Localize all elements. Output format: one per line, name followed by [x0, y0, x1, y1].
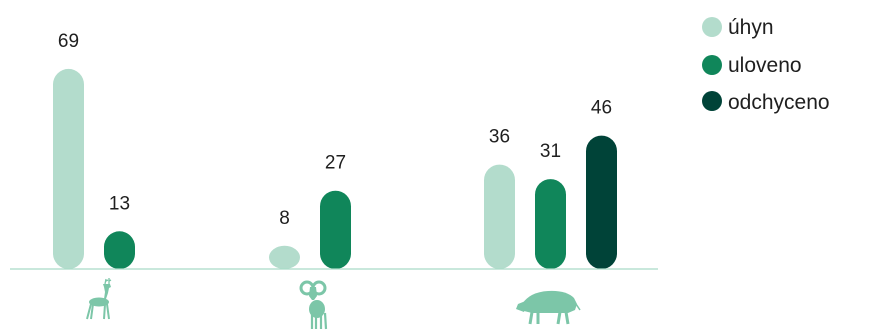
- value-labels-layer: 69 13 8 27 36 31 46: [58, 31, 612, 229]
- legend-item-odchyceno: odchyceno: [702, 91, 830, 114]
- value-label-roe-deer-uloveno: 13: [109, 193, 130, 214]
- legend-label-uloveno: uloveno: [728, 54, 802, 77]
- legend-item-uloveno: uloveno: [702, 54, 802, 77]
- bar-mouflon-uhyn: [269, 245, 300, 269]
- mouflon-icon: [299, 280, 328, 330]
- value-label-wild-boar-uloveno: 31: [540, 141, 561, 162]
- legend-item-uhyn: úhyn: [702, 16, 774, 39]
- value-label-wild-boar-odchyceno: 46: [591, 98, 612, 119]
- legend: úhyn uloveno odchyceno: [702, 16, 830, 114]
- value-label-mouflon-uloveno: 27: [325, 153, 346, 174]
- value-label-wild-boar-uhyn: 36: [489, 127, 510, 148]
- value-label-roe-deer-uhyn: 69: [58, 31, 79, 52]
- boar-icon: [516, 290, 581, 325]
- legend-label-uhyn: úhyn: [728, 16, 774, 39]
- legend-swatch-uhyn: [702, 17, 722, 37]
- bar-roe-deer-uhyn: [53, 68, 84, 270]
- bar-wild-boar-uhyn: [484, 164, 515, 269]
- bar-roe-deer-uloveno: [104, 231, 135, 269]
- legend-label-odchyceno: odchyceno: [728, 91, 830, 114]
- bar-wild-boar-uloveno: [535, 179, 566, 269]
- legend-swatch-uloveno: [702, 55, 722, 75]
- deer-icon: [86, 278, 112, 320]
- bar-mouflon-uloveno: [320, 190, 351, 269]
- bar-wild-boar-odchyceno: [586, 135, 617, 269]
- legend-swatch-odchyceno: [702, 91, 722, 111]
- bars-layer: [53, 68, 617, 270]
- value-label-mouflon-uhyn: 8: [279, 208, 290, 229]
